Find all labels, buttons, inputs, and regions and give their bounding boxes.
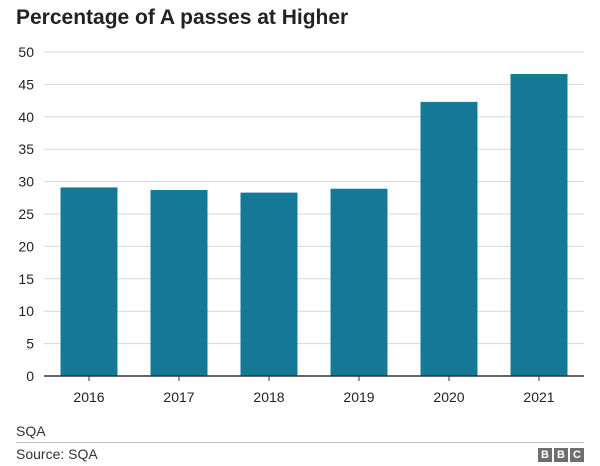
bars bbox=[60, 74, 568, 377]
source-text: Source: SQA bbox=[16, 446, 98, 462]
bar bbox=[240, 192, 298, 376]
footer-note: SQA bbox=[16, 423, 46, 439]
bar bbox=[510, 74, 568, 377]
x-tick-label: 2020 bbox=[433, 389, 464, 405]
bbc-logo-letter: C bbox=[570, 448, 584, 462]
x-tick-label: 2016 bbox=[73, 389, 104, 405]
bbc-logo: B B C bbox=[538, 448, 584, 462]
y-axis-ticks: 0 5 10 15 20 25 30 35 40 45 50 bbox=[18, 44, 34, 384]
y-tick-label: 15 bbox=[18, 271, 34, 287]
y-tick-label: 30 bbox=[18, 174, 34, 190]
y-tick-label: 50 bbox=[18, 44, 34, 60]
x-tick-label: 2019 bbox=[343, 389, 374, 405]
y-tick-label: 25 bbox=[18, 206, 34, 222]
x-tick-label: 2018 bbox=[253, 389, 284, 405]
x-tick-label: 2017 bbox=[163, 389, 194, 405]
y-tick-label: 20 bbox=[18, 238, 34, 254]
chart-title: Percentage of A passes at Higher bbox=[16, 6, 349, 29]
bbc-logo-letter: B bbox=[554, 448, 568, 462]
y-tick-label: 0 bbox=[26, 368, 34, 384]
y-tick-label: 45 bbox=[18, 76, 34, 92]
bar bbox=[330, 188, 388, 376]
footer-divider bbox=[16, 442, 584, 443]
gridlines bbox=[44, 51, 584, 345]
y-tick-label: 35 bbox=[18, 141, 34, 157]
y-tick-label: 40 bbox=[18, 109, 34, 125]
bar bbox=[60, 187, 118, 376]
bbc-logo-letter: B bbox=[538, 448, 552, 462]
x-axis-ticks: 2016 2017 2018 2019 2020 2021 bbox=[73, 376, 555, 405]
x-tick-label: 2021 bbox=[523, 389, 554, 405]
y-tick-label: 5 bbox=[26, 336, 34, 352]
y-tick-label: 10 bbox=[18, 303, 34, 319]
bar bbox=[150, 190, 208, 376]
bar-chart: 0 5 10 15 20 25 30 35 40 45 50 2016 2017 2018 2019 202… bbox=[18, 44, 584, 405]
bar bbox=[420, 101, 478, 377]
